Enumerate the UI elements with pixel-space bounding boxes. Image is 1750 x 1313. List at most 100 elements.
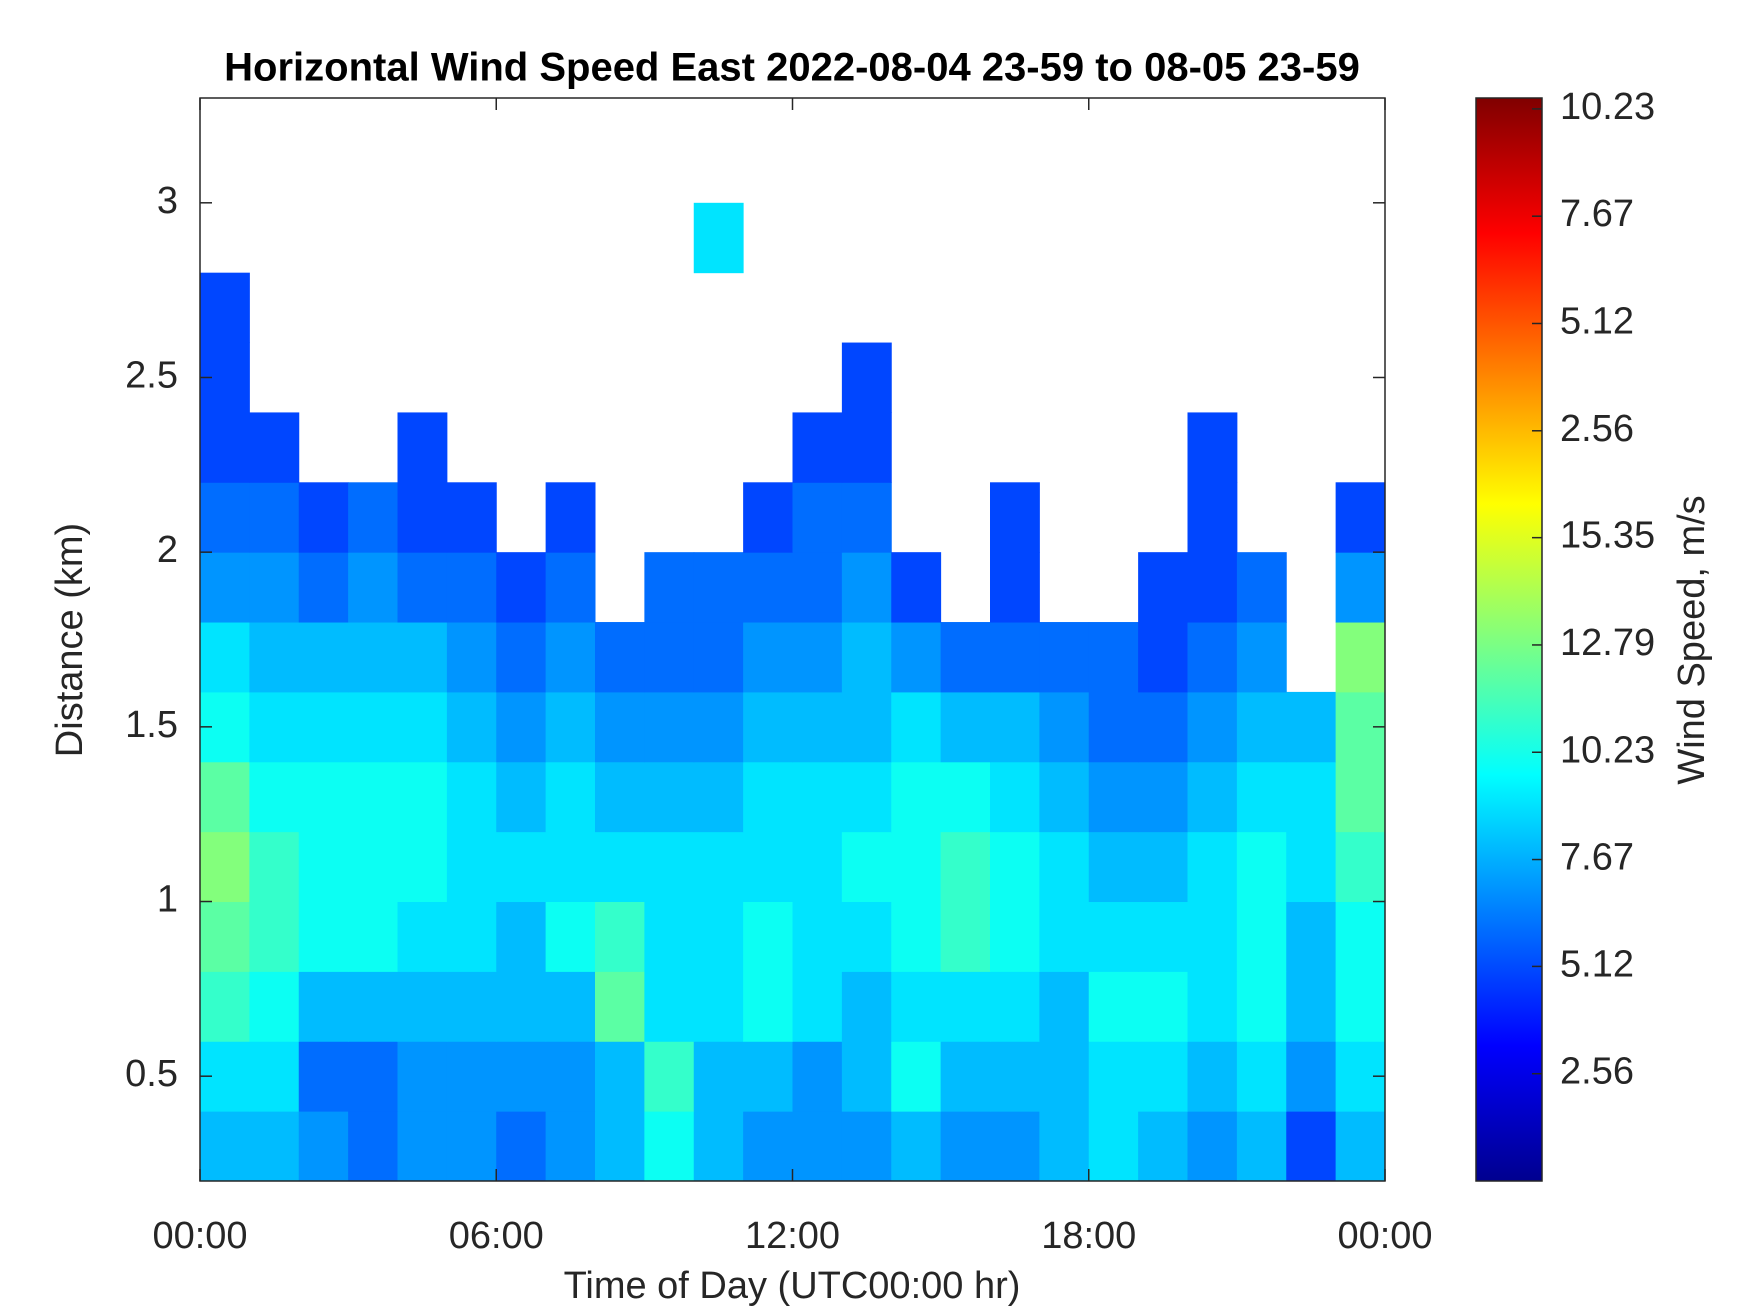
heat-cell xyxy=(841,691,892,763)
heat-cell xyxy=(200,412,250,483)
heat-cell xyxy=(693,1041,744,1112)
colorbar-tick-label: 10.23 xyxy=(1560,729,1655,771)
heat-cell xyxy=(545,901,596,972)
heat-cell xyxy=(348,901,398,972)
heat-cell xyxy=(1039,831,1090,903)
heat-cell xyxy=(200,552,250,623)
heat-cell xyxy=(743,901,793,972)
heat-cell xyxy=(743,761,793,833)
heat-cell xyxy=(1236,1041,1287,1112)
heat-cell xyxy=(990,622,1040,693)
heat-cell xyxy=(545,971,596,1042)
heat-cell xyxy=(249,552,300,623)
heat-cell xyxy=(644,901,695,972)
heat-cell xyxy=(200,831,250,903)
heat-cell xyxy=(545,482,596,553)
heat-cell xyxy=(348,761,398,833)
heat-cell xyxy=(1187,901,1238,972)
heat-cell xyxy=(743,1111,793,1182)
heat-cell xyxy=(200,1111,250,1182)
heat-cell xyxy=(1286,761,1337,833)
heat-cell xyxy=(1286,831,1337,903)
heat-cell xyxy=(496,691,547,763)
heat-cell xyxy=(891,1111,942,1182)
heat-cell xyxy=(545,691,596,763)
heat-cell xyxy=(940,761,991,833)
heat-cell xyxy=(446,552,497,623)
heat-cell xyxy=(841,971,892,1042)
heat-cell xyxy=(249,1111,300,1182)
chart-title: Horizontal Wind Speed East 2022-08-04 23… xyxy=(224,46,1360,90)
heat-cell xyxy=(891,761,942,833)
heat-cell xyxy=(1138,761,1188,833)
heat-cell xyxy=(298,1041,349,1112)
heat-cell xyxy=(595,831,645,903)
heat-cell xyxy=(545,831,596,903)
heat-cell xyxy=(397,552,448,623)
heat-cell xyxy=(1039,761,1090,833)
heat-cell xyxy=(792,971,843,1042)
y-tick-label: 0.5 xyxy=(125,1053,178,1095)
heat-cell xyxy=(940,1041,991,1112)
heat-cell xyxy=(644,831,695,903)
heat-cell xyxy=(841,412,892,483)
colorbar-tick-label: 12.79 xyxy=(1560,622,1655,664)
heat-cell xyxy=(1187,831,1238,903)
heat-cell xyxy=(841,482,892,553)
heat-cell xyxy=(743,552,793,623)
heat-cell xyxy=(841,622,892,693)
heat-cell xyxy=(940,1111,991,1182)
heat-cell xyxy=(693,901,744,972)
heat-cell xyxy=(1039,691,1090,763)
heat-cell xyxy=(200,761,250,833)
heat-cell xyxy=(891,831,942,903)
heat-cell xyxy=(1236,761,1287,833)
heat-cell xyxy=(249,761,300,833)
heat-cell xyxy=(990,901,1040,972)
colorbar-tick-label: 7.67 xyxy=(1560,837,1634,879)
colorbar-tick-label: 7.67 xyxy=(1560,193,1634,235)
heat-cell xyxy=(1335,482,1386,553)
x-tick-label: 18:00 xyxy=(1041,1215,1136,1257)
x-tick-label: 00:00 xyxy=(152,1215,247,1257)
heat-cell xyxy=(990,1041,1040,1112)
heat-cell xyxy=(891,691,942,763)
heat-cell xyxy=(397,622,448,693)
x-tick-label: 06:00 xyxy=(449,1215,544,1257)
heat-cell xyxy=(1088,1041,1139,1112)
heat-cell xyxy=(644,691,695,763)
x-axis-label: Time of Day (UTC00:00 hr) xyxy=(564,1265,1021,1307)
heat-cell xyxy=(249,482,300,553)
heat-cell xyxy=(1286,1041,1337,1112)
heat-cell xyxy=(446,831,497,903)
heat-cell xyxy=(348,691,398,763)
y-tick-label: 3 xyxy=(157,180,178,222)
heat-cell xyxy=(1088,691,1139,763)
heat-cell xyxy=(397,1041,448,1112)
heat-cell xyxy=(743,971,793,1042)
heat-cell xyxy=(496,831,547,903)
heat-cell xyxy=(545,1041,596,1112)
heat-cell xyxy=(446,622,497,693)
heat-cell xyxy=(990,552,1040,623)
heat-cell xyxy=(1187,691,1238,763)
heat-cell xyxy=(1236,831,1287,903)
heat-cell xyxy=(644,761,695,833)
heat-cell xyxy=(1187,622,1238,693)
y-axis-label: Distance (km) xyxy=(49,523,91,757)
heat-cell xyxy=(298,691,349,763)
heat-cell xyxy=(792,622,843,693)
heat-cell xyxy=(397,412,448,483)
heat-cell xyxy=(743,482,793,553)
heat-cell xyxy=(693,552,744,623)
heat-cell xyxy=(792,691,843,763)
heat-cell xyxy=(1286,691,1337,763)
heat-cell xyxy=(1088,971,1139,1042)
heat-cell xyxy=(249,412,300,483)
heat-cell xyxy=(200,482,250,553)
heat-cell xyxy=(1039,901,1090,972)
heat-cell xyxy=(348,971,398,1042)
heat-cell xyxy=(1236,552,1287,623)
heat-cell xyxy=(990,691,1040,763)
